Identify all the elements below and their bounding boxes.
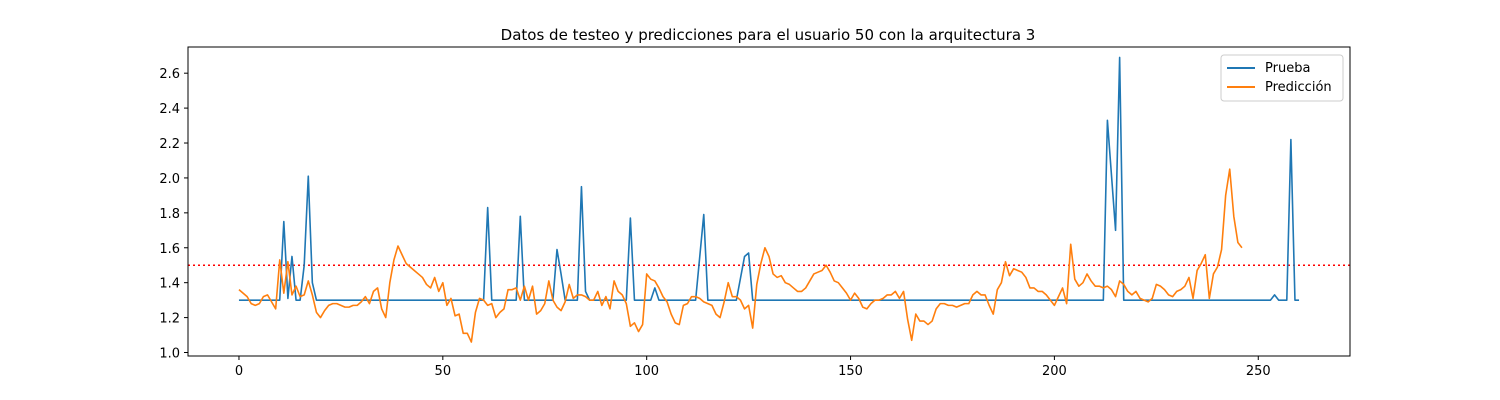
x-tick-label: 0: [235, 364, 243, 379]
x-tick-label: 150: [838, 364, 863, 379]
legend-label-prueba: Prueba: [1265, 61, 1310, 76]
legend-label-prediccion: Predicción: [1265, 80, 1332, 95]
x-tick-label: 200: [1042, 364, 1067, 379]
legend: Prueba Predicción: [1220, 54, 1344, 102]
y-axis: 1.0 1.2 1.4 1.6 1.8 2.0 2.2 2.4 2.6: [159, 67, 188, 362]
series-line-prediccion: [238, 168, 1243, 343]
plot-area: [188, 47, 1350, 356]
series-line-prueba: [238, 56, 1300, 301]
y-tick-label: 1.0: [159, 347, 180, 362]
legend-box: [1220, 54, 1344, 102]
y-tick-label: 1.8: [159, 207, 180, 222]
series-layer: [238, 56, 1300, 343]
y-tick-label: 2.0: [159, 172, 180, 187]
x-axis: 0 50 100 150 200 250: [235, 356, 1271, 379]
chart-title: Datos de testeo y predicciones para el u…: [501, 26, 1036, 44]
y-tick-label: 2.2: [159, 137, 180, 152]
y-tick-label: 2.4: [159, 102, 180, 117]
y-tick-label: 1.2: [159, 312, 180, 327]
y-tick-label: 1.6: [159, 242, 180, 257]
y-tick-label: 1.4: [159, 277, 180, 292]
x-tick-label: 100: [634, 364, 659, 379]
x-tick-label: 250: [1246, 364, 1271, 379]
plot-frame: [187, 46, 1351, 357]
x-tick-label: 50: [435, 364, 452, 379]
y-tick-label: 2.6: [159, 67, 180, 82]
